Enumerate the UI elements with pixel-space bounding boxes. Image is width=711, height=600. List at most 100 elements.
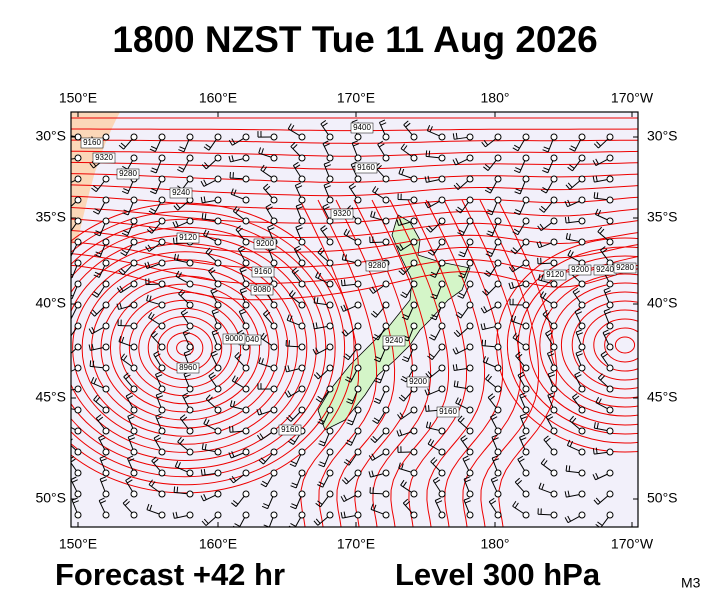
barb: [91, 293, 98, 298]
barb-staff: [71, 265, 78, 279]
barb-staff: [154, 139, 162, 152]
barb-staff: [460, 307, 469, 319]
top-lon-label: 160°E: [199, 90, 237, 106]
barb-staff: [230, 405, 244, 410]
barb-staff: [430, 222, 441, 233]
barb-staff: [294, 517, 301, 527]
barb-staff: [323, 433, 330, 447]
barb-staff: [485, 378, 496, 388]
barb: [178, 272, 182, 278]
station: [550, 469, 558, 477]
barb-staff: [547, 160, 554, 173]
barb: [94, 271, 101, 276]
barb: [90, 376, 95, 383]
barb: [593, 143, 599, 149]
station: [382, 469, 390, 477]
station: [522, 196, 530, 204]
barb-staff: [462, 223, 470, 236]
barb-staff: [595, 158, 608, 167]
barb: [320, 120, 327, 125]
barb: [514, 477, 521, 483]
barb: [600, 246, 606, 251]
station: [522, 406, 530, 414]
station: [606, 406, 614, 414]
barb: [265, 185, 271, 191]
barb: [121, 190, 128, 195]
contour: [425, 199, 486, 527]
barb: [377, 140, 384, 145]
barb: [292, 144, 298, 150]
barb-staff: [490, 416, 498, 429]
barb: [175, 270, 180, 277]
station: [466, 511, 474, 519]
station: [410, 154, 418, 162]
barb-staff: [575, 331, 582, 345]
barb: [318, 481, 325, 486]
contour: [335, 199, 396, 527]
barb: [320, 225, 326, 230]
station: [606, 322, 614, 330]
station: [578, 322, 586, 330]
station: [242, 259, 250, 267]
barb: [481, 141, 486, 148]
barb-staff: [374, 432, 385, 443]
barb: [565, 232, 568, 240]
barb: [542, 309, 548, 315]
barb: [177, 168, 183, 173]
station: [410, 175, 418, 183]
barb: [207, 249, 213, 255]
station: [186, 448, 194, 456]
contour-label: 9040: [241, 335, 259, 344]
barb: [540, 189, 547, 194]
barb: [315, 322, 318, 329]
barb-staff: [398, 431, 412, 437]
barb-staff: [537, 513, 552, 516]
barb: [344, 477, 349, 483]
station: [382, 238, 390, 246]
barb: [267, 224, 274, 228]
station: [578, 469, 586, 477]
station: [130, 238, 138, 246]
contour-label-box: [350, 122, 374, 134]
barb: [256, 409, 260, 416]
contour: [371, 199, 432, 527]
barb: [483, 166, 489, 171]
barb: [125, 476, 132, 481]
barb: [116, 303, 120, 310]
station: [410, 511, 418, 519]
left-lat-label: 30°S: [35, 128, 66, 144]
barb-staff: [594, 197, 608, 201]
barb: [567, 216, 570, 223]
barb: [462, 437, 468, 442]
barb: [375, 356, 382, 360]
barb: [595, 523, 601, 527]
barb: [572, 393, 578, 398]
station: [578, 175, 586, 183]
station: [102, 469, 110, 477]
barb: [400, 394, 406, 400]
barb-staff: [426, 179, 440, 183]
barb: [343, 494, 347, 501]
barb: [203, 418, 207, 424]
barb: [265, 311, 271, 317]
station: [354, 385, 362, 393]
barb-staff: [293, 433, 301, 445]
barb: [322, 227, 328, 232]
barb: [427, 388, 431, 395]
barb: [204, 162, 209, 168]
barb-staff: [603, 310, 610, 324]
station: [382, 196, 390, 204]
station: [130, 322, 138, 330]
barb: [455, 209, 461, 214]
barb: [564, 517, 569, 523]
station: [326, 343, 334, 351]
barb-staff: [71, 328, 77, 337]
station: [438, 301, 446, 309]
station: [298, 259, 306, 267]
barb-staff: [538, 487, 552, 494]
barb-staff: [369, 241, 384, 244]
barb-staff: [517, 223, 525, 235]
barb: [567, 515, 572, 522]
barb: [426, 124, 431, 131]
station: [242, 238, 250, 246]
